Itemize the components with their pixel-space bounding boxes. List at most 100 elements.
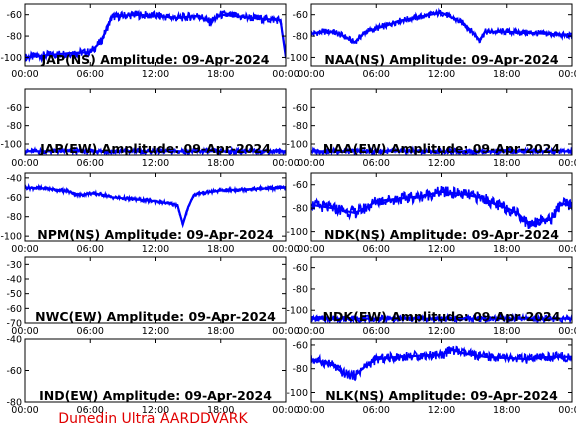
- data-point: [505, 207, 508, 210]
- data-point: [462, 352, 465, 355]
- data-point: [451, 17, 454, 19]
- data-point: [429, 13, 432, 16]
- data-point: [549, 219, 552, 221]
- x-tick-label: 18:00: [493, 405, 520, 416]
- x-tick-label: 18:00: [207, 69, 234, 80]
- data-point: [154, 14, 157, 17]
- data-point: [375, 358, 378, 361]
- x-tick-label: 00:00: [297, 405, 324, 416]
- series-line: [311, 190, 572, 226]
- y-tick-label: -100: [286, 388, 308, 399]
- x-tick-label: 12:00: [428, 405, 455, 416]
- y-tick-label: -80: [6, 121, 22, 132]
- data-point: [418, 15, 421, 18]
- y-tick-label: -80: [6, 32, 22, 43]
- data-point: [549, 355, 552, 358]
- data-point: [484, 355, 486, 358]
- x-tick-label: 12:00: [428, 326, 455, 337]
- chart-title: NDK(EW) Amplitude: 09-Apr-2024: [323, 309, 561, 324]
- chart-panel-4: 00:00 06:00 12:00 18:00 00:00 -100 -80 -60 NAA(E…: [286, 88, 576, 169]
- y-tick-label: -60: [6, 193, 22, 204]
- data-point: [67, 190, 70, 193]
- data-point: [484, 197, 486, 200]
- chart-panel-7: 00:00 06:00 12:00 18:00 00:00-70-60-50-40-30…: [6, 256, 300, 337]
- data-point: [89, 192, 92, 195]
- chart-title: NPM(NS) Amplitude: 09-Apr-2024: [37, 227, 274, 242]
- data-point: [219, 189, 222, 192]
- series-trace: [311, 345, 572, 382]
- y-tick-label: -80: [6, 398, 22, 409]
- data-point: [321, 30, 323, 33]
- data-point: [353, 374, 356, 377]
- chart-title: JAP(NS) Amplitude: 09-Apr-2024: [41, 52, 270, 67]
- data-area: [25, 9, 286, 64]
- x-tick-label: 12:00: [142, 326, 169, 337]
- data-point: [263, 187, 266, 190]
- x-tick-label: 00:00: [297, 244, 324, 255]
- data-point: [418, 354, 421, 357]
- x-tick-label: 00:00: [11, 69, 38, 80]
- y-tick-label: -40: [6, 275, 22, 286]
- y-tick-label: -40: [6, 335, 22, 346]
- y-tick-label: -100: [0, 232, 22, 243]
- data-point: [263, 18, 266, 20]
- data-point: [408, 18, 410, 20]
- y-tick-label: -70: [6, 319, 22, 330]
- data-point: [198, 14, 200, 17]
- data-point: [100, 193, 102, 196]
- data-point: [176, 204, 179, 207]
- chart-panel-8: 00:00 06:00 12:00 18:00 00:00 -100 -80 -60 NDK(E…: [286, 256, 576, 337]
- data-point: [462, 193, 465, 196]
- x-tick-label: 06:00: [77, 326, 104, 337]
- data-area: [25, 182, 286, 229]
- x-tick-label: 12:00: [428, 158, 455, 169]
- data-point: [364, 365, 367, 368]
- data-point: [505, 30, 508, 33]
- x-tick-label: 00:00: [272, 244, 299, 255]
- x-tick-label: 12:00: [142, 405, 169, 416]
- data-point: [165, 202, 168, 205]
- data-point: [331, 364, 334, 367]
- data-point: [484, 30, 486, 33]
- data-point: [538, 219, 541, 221]
- data-point: [440, 11, 443, 14]
- data-point: [279, 19, 282, 21]
- data-point: [67, 52, 70, 55]
- data-point: [549, 33, 552, 35]
- chart-panel-6: 00:00 06:00 12:00 18:00 00:00 -100 -80 -60 NDK(N…: [286, 172, 576, 255]
- x-tick-label: 00:00: [272, 69, 299, 80]
- data-area: [311, 7, 572, 45]
- x-tick-label: 06:00: [363, 244, 390, 255]
- series-trace: [311, 185, 572, 230]
- chart-title: NAA(EW) Amplitude: 09-Apr-2024: [323, 141, 560, 156]
- data-point: [209, 21, 211, 24]
- x-tick-label: 06:00: [77, 244, 104, 255]
- chart-panel-1: 00:00 06:00 12:00 18:00 00:00 -100 -80 -60 JAP(N…: [0, 3, 300, 80]
- x-tick-label: 18:00: [493, 326, 520, 337]
- chart-panel-2: 00:00 06:00 12:00 18:00 00:00 -100 -80 -60 NAA(N…: [286, 3, 576, 80]
- x-tick-label: 00:00: [272, 405, 299, 416]
- data-point: [132, 13, 135, 16]
- chart-title: IND(EW) Amplitude: 09-Apr-2024: [39, 388, 272, 403]
- x-tick-label: 00:00: [297, 326, 324, 337]
- data-point: [495, 30, 497, 33]
- y-tick-label: -100: [0, 140, 22, 151]
- data-point: [375, 27, 378, 30]
- data-point: [397, 197, 399, 200]
- x-tick-label: 18:00: [207, 405, 234, 416]
- x-tick-label: 18:00: [207, 158, 234, 169]
- data-point: [451, 348, 454, 351]
- data-point: [342, 372, 345, 375]
- data-point: [505, 357, 508, 359]
- x-tick-label: 06:00: [363, 158, 390, 169]
- x-tick-label: 06:00: [77, 158, 104, 169]
- data-point: [440, 190, 443, 193]
- data-point: [45, 187, 48, 190]
- x-tick-label: 00:00: [272, 326, 299, 337]
- y-tick-label: -80: [292, 284, 308, 295]
- y-tick-label: -40: [6, 173, 22, 184]
- data-point: [89, 51, 92, 53]
- y-tick-label: -50: [6, 289, 22, 300]
- data-point: [516, 212, 519, 214]
